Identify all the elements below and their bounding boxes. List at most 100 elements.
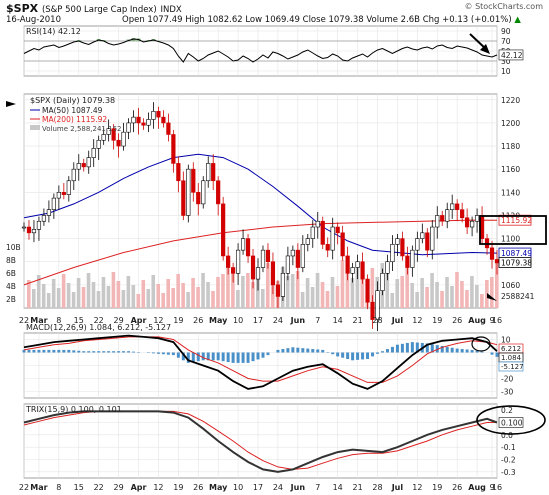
x-axis-label-bottom: 14 [333,483,343,492]
candle-body [494,259,500,264]
price-tick-label: 1180 [501,142,520,151]
macd-histogram-bar [316,349,320,353]
macd-histogram-bar [266,352,270,356]
candle-body [216,180,221,205]
candle-body [61,192,66,195]
volume-bar [435,282,439,308]
macd-histogram-bar [400,343,404,353]
macd-histogram-bar [181,352,185,361]
candle-body [21,226,27,229]
macd-histogram-bar [341,352,345,358]
macd-histogram-bar [321,349,325,353]
x-axis-label-top: 12 [153,316,163,325]
ma200-legend: MA(200) 1115.92 [42,115,107,124]
candle-body [96,139,101,149]
trix-panel-frame [23,403,498,479]
macd-histogram-bar [132,351,136,353]
candle-body [71,168,76,182]
rsi-tick-label: 90 [501,27,511,36]
candle-body [171,134,176,164]
volume-last-label: 2588241 [501,292,535,301]
price-last-label: 1079.38 [501,258,532,267]
macd-histogram-bar [127,351,131,353]
x-axis-label-top: 8 [56,316,61,325]
volume-bar [415,292,419,308]
x-axis-label-bottom: 19 [432,483,442,492]
volume-bar [156,284,161,308]
macd-histogram-bar [281,349,285,353]
macd-histogram-bar [376,352,380,354]
volume-legend-swatch [30,125,40,130]
candle-body [121,131,126,147]
candle-body [161,116,166,124]
macd-histogram-bar [470,349,474,353]
macd-histogram-bar [361,352,365,360]
macd-histogram-bar [186,352,190,363]
macd-histogram-bar [455,348,459,353]
candle-body [211,163,216,182]
candle-body [81,163,86,168]
volume-bar [475,285,479,308]
rsi-legend: RSI(14) 42.12 [26,27,81,36]
candle-body [435,215,440,228]
volume-bar [485,280,489,308]
volume-bar [86,273,91,308]
macd-histogram-bar [107,351,111,353]
volume-bar [111,272,116,308]
volume-bar [26,280,31,308]
rsi-tick-label: 30 [501,57,511,66]
macd-histogram-bar [276,349,280,353]
candle-body [470,220,475,228]
macd-histogram-bar [296,347,300,353]
candle-body [410,249,415,268]
volume-bar [320,282,325,308]
trix-last-value-label: 0.100 [501,419,523,428]
macd-histogram-bar [291,347,295,353]
macd-histogram-bar [430,344,434,353]
x-axis-label-top: 22 [19,316,29,325]
macd-last-value-label: -5.127 [501,363,524,371]
macd-histogram-bar [415,342,419,353]
volume-bar [231,269,235,308]
volume-bar [260,289,265,308]
macd-histogram-bar [306,348,310,353]
volume-tick-label: 2B [6,295,16,304]
macd-tick-label: -30 [501,388,513,397]
x-axis-label-bottom: 10 [233,483,243,492]
macd-histogram-bar [405,342,409,353]
volume-bar [81,287,86,308]
candle-body [295,249,300,268]
macd-histogram-bar [380,351,384,353]
candle-body [420,232,425,239]
candle-body [260,249,266,268]
candle-body [221,203,226,257]
x-axis-label-top: 12 [412,316,422,325]
ma50-legend: MA(50) 1087.49 [42,106,103,115]
macd-histogram-bar [475,350,479,353]
macd-histogram-bar [206,352,210,361]
volume-bar [490,277,494,308]
macd-histogram-bar [37,349,41,353]
candle-body [250,255,256,280]
candle-body [455,203,460,210]
candle-body [245,238,251,257]
volume-bar [96,291,101,308]
exchange-label: INDX [160,5,182,15]
candle-body [489,247,495,260]
candle-body [186,168,191,216]
macd-histogram-bar [42,349,46,353]
x-axis-label-top: 26 [193,316,203,325]
price-tick-label: 1060 [501,281,520,290]
volume-bar [141,280,146,308]
macd-histogram-bar [246,352,250,363]
volume-bar [191,278,195,308]
trix-tick-label: 0.0 [501,431,513,440]
candle-body [330,226,335,251]
volume-bar [166,279,170,308]
price-tick-label: 1200 [501,119,520,128]
macd-histogram-bar [346,352,350,359]
volume-tick-label: 6B [6,269,16,278]
macd-histogram-bar [57,349,61,353]
macd-histogram-bar [216,352,220,361]
volume-bar [201,273,205,308]
